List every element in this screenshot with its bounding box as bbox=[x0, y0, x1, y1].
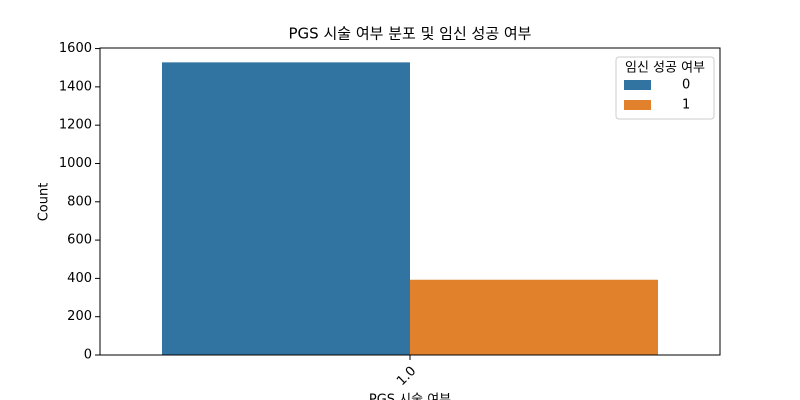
x-axis-label: PGS 시술 여부 bbox=[369, 393, 451, 400]
y-tick-label: 1000 bbox=[59, 156, 92, 171]
bar bbox=[162, 62, 410, 355]
y-tick-label: 1600 bbox=[59, 41, 92, 56]
chart-title: PGS 시술 여부 분포 및 임신 성공 여부 bbox=[289, 25, 532, 43]
legend-swatch bbox=[624, 100, 651, 110]
y-tick-label: 0 bbox=[84, 348, 92, 363]
legend-title: 임신 성공 여부 bbox=[625, 61, 705, 76]
plot-frame bbox=[99, 47, 721, 356]
x-tick-label: 1.0 bbox=[394, 364, 419, 389]
y-tick-label: 600 bbox=[67, 233, 92, 248]
y-tick-label: 800 bbox=[67, 194, 92, 209]
legend-swatch bbox=[624, 80, 651, 90]
legend-label: 0 bbox=[682, 78, 690, 93]
y-tick-label: 400 bbox=[67, 271, 92, 286]
y-tick-label: 200 bbox=[67, 309, 92, 324]
legend-label: 1 bbox=[682, 98, 690, 113]
bar bbox=[410, 279, 658, 355]
legend: 임신 성공 여부 0 1 bbox=[615, 56, 715, 120]
y-tick-label: 1400 bbox=[59, 79, 92, 94]
y-tick-label: 1200 bbox=[59, 118, 92, 133]
y-axis-label: Count bbox=[37, 183, 52, 222]
